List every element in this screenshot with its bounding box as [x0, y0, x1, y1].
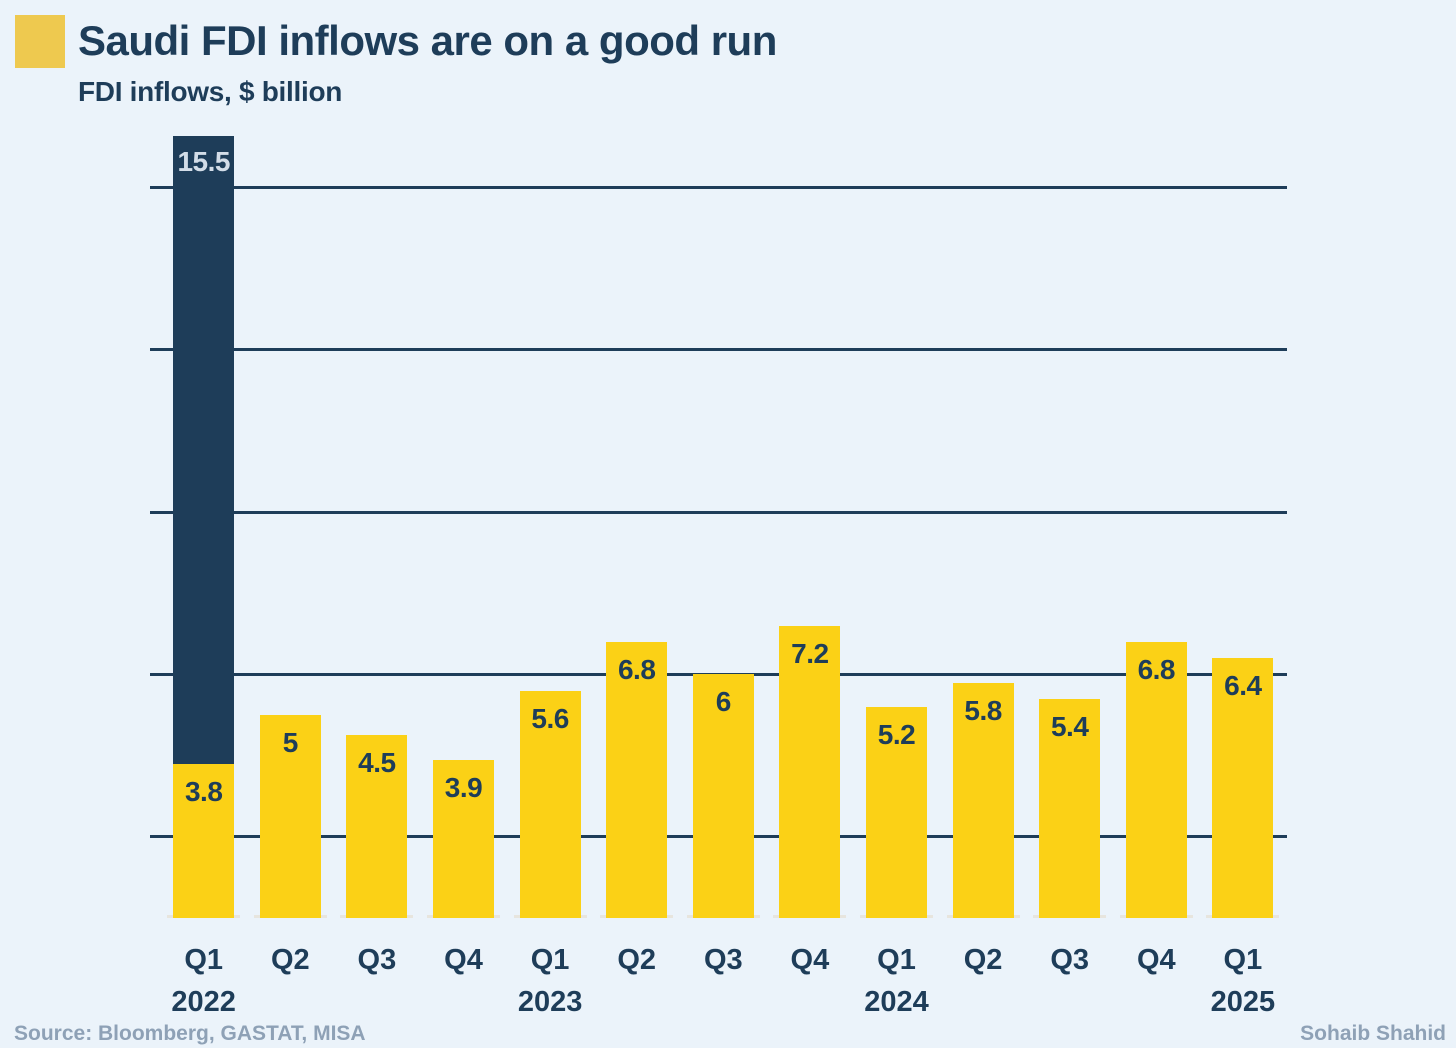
x-axis-quarter-label: Q1	[1223, 944, 1263, 976]
bar-value-label: 15.5	[177, 146, 230, 177]
x-axis-quarter-label: Q1	[530, 944, 570, 976]
title-accent-square	[15, 15, 65, 68]
bar	[1212, 658, 1274, 918]
gridline	[150, 510, 1287, 514]
bar-value-label: 5.4	[1050, 710, 1089, 742]
bar	[779, 625, 841, 918]
bar	[1039, 698, 1101, 918]
bar-value-label: 6.8	[1137, 653, 1176, 685]
bar-base-value-label: 3.8	[184, 775, 223, 807]
bar-value-label: 5	[282, 727, 299, 758]
x-axis-quarter-label: Q4	[790, 944, 830, 976]
bar	[606, 641, 668, 918]
bar	[692, 674, 754, 918]
x-axis-year-label: 2022	[171, 986, 236, 1018]
x-axis-year-label: 2023	[517, 986, 583, 1018]
x-axis-year-label: 2024	[864, 986, 929, 1018]
x-axis-quarter-label: Q2	[963, 944, 1003, 976]
bar	[346, 735, 408, 918]
bar-segment-base	[173, 763, 235, 918]
bar-value-label: 6.4	[1224, 670, 1262, 702]
bar-segment-highlight	[173, 136, 235, 764]
credit-note: Sohaib Shahid	[1300, 1022, 1446, 1045]
bar-value-label: 5.8	[964, 694, 1002, 726]
bar	[1125, 641, 1187, 918]
bar-value-label: 5.2	[877, 718, 916, 750]
x-axis-quarter-label: Q4	[1136, 944, 1176, 976]
x-axis-quarter-label: Q3	[1050, 944, 1090, 976]
gridline	[150, 185, 1287, 189]
x-axis-quarter-label: Q2	[617, 944, 657, 976]
bar	[433, 759, 494, 918]
bar	[519, 690, 581, 918]
chart-subtitle: FDI inflows, $ billion	[78, 76, 343, 107]
bar-value-label: 4.5	[358, 747, 396, 779]
x-axis-quarter-label: Q1	[877, 944, 916, 976]
x-axis-quarter-label: Q4	[444, 944, 483, 976]
gridline	[150, 348, 1287, 352]
bar-value-label: 6.8	[617, 653, 656, 685]
bar-value-label: 7.2	[791, 637, 829, 669]
bar	[952, 682, 1014, 918]
bar	[866, 706, 927, 918]
x-axis-quarter-label: Q1	[184, 944, 224, 976]
x-axis-year-label: 2025	[1210, 986, 1276, 1018]
x-axis-quarter-label: Q3	[703, 944, 743, 976]
x-axis-quarter-label: Q3	[357, 944, 397, 976]
bar-value-label: 3.9	[444, 771, 483, 803]
bar-value-label: 6	[715, 686, 732, 718]
bar-value-label: 5.6	[531, 702, 569, 734]
source-note: Source: Bloomberg, GASTAT, MISA	[14, 1022, 366, 1045]
bar	[259, 715, 321, 918]
page-title: Saudi FDI inflows are on a good run	[78, 17, 777, 64]
x-axis-quarter-label: Q2	[270, 944, 310, 976]
